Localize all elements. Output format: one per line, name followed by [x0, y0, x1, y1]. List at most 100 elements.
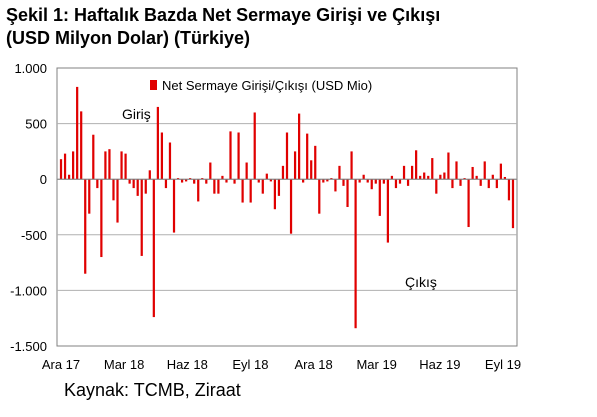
bar	[487, 179, 490, 189]
bar	[503, 176, 507, 180]
legend-label: Net Sermaye Girişi/Çıkışı (USD Mio)	[162, 78, 372, 93]
bar	[261, 179, 264, 194]
bar	[205, 179, 208, 184]
bar	[334, 179, 337, 192]
bar	[402, 165, 406, 180]
bar	[495, 179, 498, 189]
x-tick-label: Haz 18	[167, 357, 208, 372]
bar	[342, 179, 345, 186]
bar	[398, 179, 402, 184]
bar	[306, 133, 309, 180]
bar	[197, 179, 200, 202]
bar	[406, 179, 410, 186]
bar	[245, 162, 248, 180]
bar	[491, 174, 494, 180]
bar	[374, 179, 377, 184]
chart-title-line2: (USD Milyon Dolar) (Türkiye)	[6, 28, 251, 48]
y-tick-label: 0	[40, 172, 47, 187]
bar	[253, 112, 256, 180]
bar	[168, 142, 172, 180]
bar	[92, 134, 95, 180]
annotation-giris: Giriş	[122, 106, 151, 122]
bar	[475, 175, 478, 180]
bar	[390, 175, 394, 180]
bar	[112, 179, 115, 201]
bar	[386, 179, 389, 243]
bar	[140, 179, 143, 256]
bar	[382, 179, 385, 184]
bar	[419, 175, 422, 180]
bar	[499, 163, 502, 180]
bar	[362, 174, 365, 180]
bar	[370, 179, 373, 190]
bar	[80, 111, 83, 180]
bar	[310, 160, 313, 180]
bar	[366, 179, 369, 183]
chart-title-line1: Şekil 1: Haftalık Bazda Net Sermaye Giri…	[6, 5, 441, 25]
bar	[63, 153, 67, 180]
bar	[116, 179, 119, 223]
bar	[346, 179, 349, 207]
y-tick-label: -1.500	[10, 339, 47, 354]
bar	[257, 179, 260, 183]
bar	[229, 131, 232, 180]
bar	[249, 179, 252, 203]
bar	[193, 179, 196, 184]
bar	[265, 173, 268, 180]
bar	[225, 179, 228, 183]
bar	[394, 179, 398, 189]
bar	[354, 179, 357, 329]
bar	[213, 179, 216, 194]
bar	[314, 145, 317, 180]
y-tick-label: 500	[25, 117, 47, 132]
bar	[160, 132, 164, 180]
bar	[459, 179, 462, 186]
bar	[326, 179, 329, 182]
x-tick-label: Haz 19	[419, 357, 460, 372]
bar	[471, 166, 474, 180]
bar	[96, 179, 99, 189]
legend-swatch	[150, 80, 157, 90]
bar	[378, 179, 381, 216]
y-tick-label: -1.000	[10, 283, 47, 298]
bar	[358, 179, 361, 183]
bar	[423, 172, 426, 180]
bar	[132, 179, 135, 189]
x-tick-label: Mar 19	[356, 357, 396, 372]
bar	[217, 179, 220, 194]
bar	[156, 106, 159, 180]
bar	[435, 179, 438, 194]
bar	[415, 150, 418, 180]
bar	[221, 175, 224, 180]
bar	[84, 179, 87, 274]
bar	[285, 132, 289, 180]
bar	[136, 179, 139, 196]
bar	[289, 179, 293, 234]
bar	[241, 179, 244, 203]
bar	[463, 178, 466, 180]
bar	[72, 151, 75, 180]
bar	[209, 162, 212, 180]
bar	[322, 179, 325, 183]
bar	[233, 179, 236, 184]
bar	[100, 179, 103, 258]
bar	[410, 165, 414, 180]
bar	[59, 159, 63, 180]
bar	[124, 153, 127, 180]
bar	[108, 149, 111, 180]
bar	[427, 175, 430, 180]
bar	[443, 172, 446, 180]
bar	[483, 161, 486, 180]
bar	[120, 151, 123, 180]
bar	[237, 132, 240, 180]
bar	[273, 179, 276, 210]
bar	[67, 174, 71, 180]
bar	[318, 179, 321, 214]
bar	[302, 179, 305, 183]
bar	[269, 179, 272, 182]
bar	[479, 179, 482, 186]
bar	[277, 179, 281, 196]
bar	[148, 170, 151, 180]
bar	[164, 179, 168, 189]
